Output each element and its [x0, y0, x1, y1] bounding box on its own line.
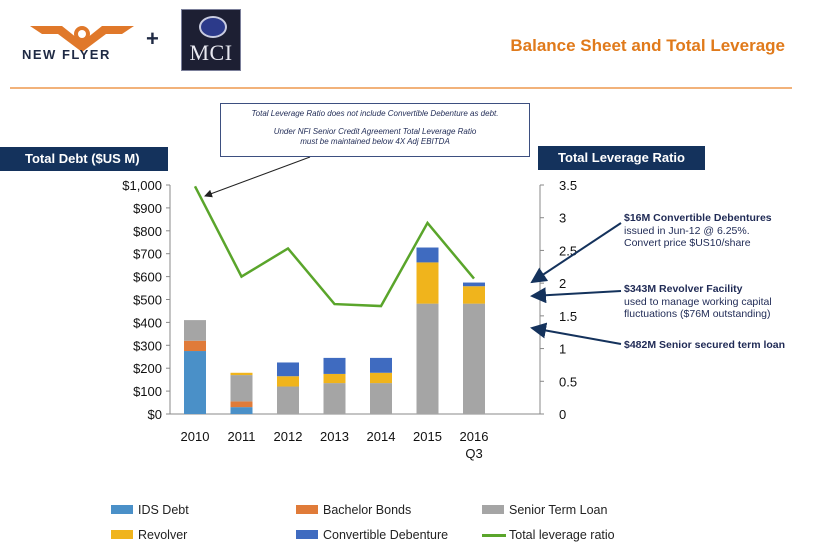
x-tick-sublabel: Q3: [465, 446, 482, 461]
bar-convertible-debenture-2012: [277, 362, 299, 377]
x-tick-label: 2014: [367, 429, 396, 444]
y-tick-label: $900: [133, 201, 162, 216]
bar-revolver-2011: [230, 372, 253, 376]
y-tick-label: $600: [133, 270, 162, 285]
y-tick-label: $100: [133, 384, 162, 399]
legend-label-senior-term-loan: Senior Term Loan: [509, 503, 608, 517]
annotation-term-loan: $482M Senior secured term loan: [624, 339, 785, 352]
left-axis-label: Total Debt ($US M): [0, 147, 168, 171]
y2-tick-label: 3: [559, 211, 566, 226]
y-tick-label: $500: [133, 293, 162, 308]
convertible-arrow: [530, 222, 622, 284]
legend-label-leverage-ratio: Total leverage ratio: [509, 528, 615, 542]
x-tick-label: 2016: [460, 429, 489, 444]
legend-label-convertible-debenture: Convertible Debenture: [323, 528, 449, 542]
note-line-1: Total Leverage Ratio does not include Co…: [251, 109, 499, 118]
revolver-arrow: [530, 287, 622, 304]
bar-senior-term-loan-2014: [370, 383, 392, 414]
legend-swatch-senior-term-loan: [482, 505, 504, 514]
y-tick-label: $1,000: [122, 178, 162, 193]
y2-tick-label: 1.5: [559, 309, 577, 324]
y2-tick-label: 0: [559, 407, 566, 422]
term-loan-arrow: [530, 322, 622, 345]
y-tick-label: $400: [133, 315, 162, 330]
y-tick-label: $200: [133, 361, 162, 376]
note-arrow: [204, 156, 311, 198]
bar-convertible-debenture-2014: [370, 357, 392, 373]
bar-senior-term-loan-2012: [277, 386, 299, 414]
header-divider: [10, 87, 792, 89]
legend-label-ids-debt: IDS Debt: [138, 503, 189, 517]
annotation-convertible: $16M Convertible Debentures issued in Ju…: [624, 212, 772, 250]
legend-line-leverage-ratio: [482, 534, 506, 537]
x-tick-label: 2015: [413, 429, 442, 444]
bar-senior-term-loan-2016: [463, 303, 485, 414]
y-tick-label: $700: [133, 247, 162, 262]
bar-convertible-debenture-2015: [416, 247, 439, 263]
x-tick-label: 2011: [228, 429, 256, 444]
legend-label-bachelor-bonds: Bachelor Bonds: [323, 503, 412, 517]
annotation-revolver: $343M Revolver Facility used to manage w…: [624, 283, 772, 321]
y2-tick-label: 2.5: [559, 243, 577, 258]
x-tick-label: 2012: [274, 429, 303, 444]
bar-convertible-debenture-2013: [323, 357, 346, 374]
new-flyer-logo-text: NEW FLYER: [22, 47, 111, 62]
leverage-note-box: Total Leverage Ratio does not include Co…: [220, 103, 530, 157]
y-tick-label: $300: [133, 338, 162, 353]
leverage-ratio-line: [193, 185, 475, 308]
y2-tick-label: 2: [559, 276, 566, 291]
header: NEW FLYER + MCI Balance Sheet and Total …: [0, 0, 817, 80]
new-flyer-logo-icon: [30, 26, 134, 52]
y2-tick-label: 3.5: [559, 178, 577, 193]
legend-swatch-convertible-debenture: [296, 530, 318, 539]
note-line-2: Under NFI Senior Credit Agreement Total …: [273, 127, 477, 136]
legend-label-revolver: Revolver: [138, 528, 188, 542]
x-tick-label: 2013: [320, 429, 349, 444]
y2-tick-label: 1: [559, 342, 566, 357]
bar-convertible-debenture-2016: [463, 282, 485, 287]
bar-revolver-2016: [463, 286, 485, 304]
right-axis-label: Total Leverage Ratio: [538, 146, 705, 170]
logo-plus: +: [146, 26, 159, 51]
bar-senior-term-loan-2010: [184, 320, 206, 341]
bar-ids-debt-2011: [230, 407, 253, 414]
annotation-revolver-title: $343M Revolver Facility: [624, 283, 743, 295]
chart-legend: IDS Debt Bachelor Bonds Senior Term Loan…: [0, 500, 817, 544]
page-title: Balance Sheet and Total Leverage: [510, 36, 785, 55]
annotation-revolver-line2: fluctuations ($76M outstanding): [624, 308, 771, 320]
bar-revolver-2014: [370, 372, 392, 384]
legend-swatch-bachelor-bonds: [296, 505, 318, 514]
y-tick-label: $800: [133, 224, 162, 239]
mci-logo: MCI: [181, 9, 241, 71]
annotation-convertible-line1: issued in Jun-12 @ 6.25%.: [624, 224, 750, 237]
bar-revolver-2015: [416, 262, 439, 304]
legend-swatch-ids-debt: [111, 505, 133, 514]
annotation-revolver-line1: used to manage working capital: [624, 295, 772, 308]
y2-tick-label: 0.5: [559, 374, 577, 389]
legend-swatch-revolver: [111, 530, 133, 539]
bar-senior-term-loan-2013: [323, 383, 346, 414]
bar-senior-term-loan-2015: [416, 303, 439, 414]
bar-ids-debt-2010: [184, 351, 206, 414]
bar-senior-term-loan-2011: [230, 375, 253, 402]
note-line-3: must be maintained below 4X Adj EBITDA: [300, 137, 450, 146]
annotation-term-loan-title: $482M Senior secured term loan: [624, 339, 786, 351]
annotation-convertible-line2: Convert price $US10/share: [624, 237, 751, 249]
bar-bachelor-bonds-2010: [184, 340, 206, 352]
mci-logo-text: MCI: [189, 40, 233, 65]
mci-emblem-icon: [199, 16, 227, 38]
y-tick-label: $0: [148, 407, 162, 422]
annotation-convertible-title: $16M Convertible Debentures: [624, 212, 772, 224]
bar-revolver-2013: [323, 373, 346, 384]
bar-revolver-2012: [277, 376, 299, 387]
bar-bachelor-bonds-2011: [230, 401, 253, 408]
x-tick-label: 2010: [181, 429, 210, 444]
